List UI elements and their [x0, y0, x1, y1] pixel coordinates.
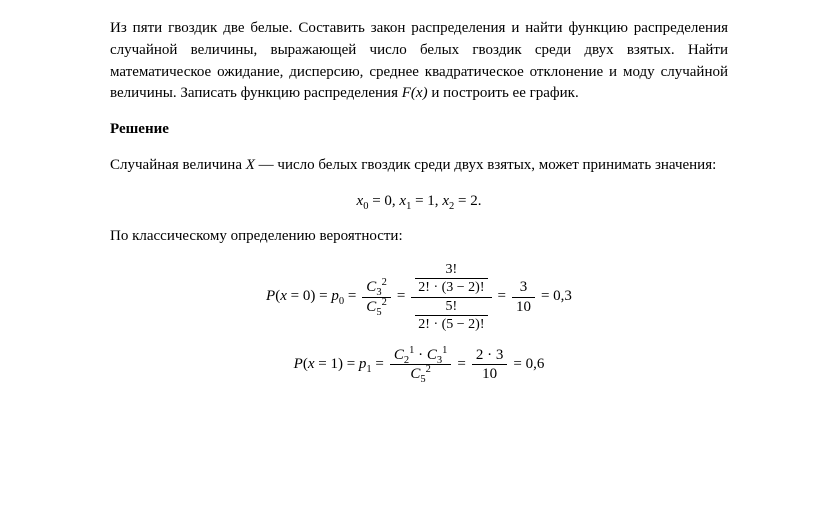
equation-p0: P(x = 0) = p0 = C32 C52 = 3! 2! · (3 − 2…	[110, 262, 728, 333]
p-symbol-1: P	[294, 356, 303, 372]
c31-sub: 3	[437, 355, 442, 366]
intro-b: — число белых гвоздик среди двух взятых,…	[255, 157, 716, 173]
nested-num-num: 3!	[415, 262, 487, 279]
c-num-sup: 2	[382, 277, 387, 288]
dot: ·	[414, 347, 427, 363]
sf-num: 3	[512, 279, 535, 298]
x-symbol: X	[246, 157, 255, 173]
x1-val: = 1,	[411, 193, 442, 209]
sf-den: 10	[512, 298, 535, 316]
c31-c: C	[427, 347, 437, 363]
c52-sup: 2	[426, 364, 431, 375]
result-06: = 0,6	[513, 354, 544, 376]
solution-heading: Решение	[110, 119, 728, 141]
nested-num: 3! 2! · (3 − 2)!	[415, 262, 487, 296]
problem-text-b: и построить ее график.	[428, 85, 579, 101]
x-var: x	[280, 288, 287, 304]
c52-sub: 5	[420, 374, 425, 385]
combination-fraction-1: C21 · C31 C52	[390, 347, 452, 383]
x0-val: = 0,	[368, 193, 399, 209]
eq-sign-3: =	[397, 286, 405, 308]
sf1-num: 2 · 3	[472, 347, 508, 366]
eq-zero: = 0)	[287, 288, 315, 304]
c21-c: C	[394, 347, 404, 363]
equation-p1: P(x = 1) = p1 = C21 · C31 C52 = 2 · 3 10…	[110, 347, 728, 383]
c-num: C	[366, 279, 376, 295]
result-03: = 0,3	[541, 286, 572, 308]
classical-definition: По классическому определению вероятности…	[110, 226, 728, 248]
eq-sign-b2: =	[372, 356, 384, 372]
c-den: C	[366, 299, 376, 315]
c-den-sub: 5	[376, 307, 381, 318]
c-den-sup: 2	[382, 297, 387, 308]
combination-fraction: C32 C52	[362, 279, 391, 315]
eq-sign-b3: =	[457, 354, 465, 376]
eq-sign-4: =	[498, 286, 506, 308]
problem-statement: Из пяти гвоздик две белые. Составить зак…	[110, 18, 728, 105]
intro-a: Случайная величина	[110, 157, 246, 173]
eq-sign-b: =	[343, 356, 359, 372]
eq-sign: =	[315, 288, 331, 304]
x2-var: x	[442, 193, 449, 209]
p0-var: p	[331, 288, 339, 304]
nested-num-den: 2! · (3 − 2)!	[415, 279, 487, 295]
nested-den-num: 5!	[415, 299, 487, 316]
eq-one: = 1)	[314, 356, 342, 372]
p-symbol: P	[266, 288, 275, 304]
sf1-den: 10	[472, 365, 508, 383]
fx-symbol: F(x)	[402, 85, 428, 101]
nested-den: 5! 2! · (5 − 2)!	[415, 299, 487, 333]
simple-fraction: 3 10	[512, 279, 535, 315]
solution-intro: Случайная величина X — число белых гвозд…	[110, 155, 728, 177]
c52-c: C	[410, 366, 420, 382]
simple-fraction-1: 2 · 3 10	[472, 347, 508, 383]
values-equation: x0 = 0, x1 = 1, x2 = 2.	[110, 191, 728, 213]
factorial-fraction: 3! 2! · (3 − 2)! 5! 2! · (5 − 2)!	[411, 262, 491, 333]
eq-sign-2: =	[344, 288, 356, 304]
c31-sup: 1	[442, 345, 447, 356]
x2-val: = 2.	[454, 193, 481, 209]
nested-den-den: 2! · (5 − 2)!	[415, 316, 487, 332]
c21-sub: 2	[404, 355, 409, 366]
